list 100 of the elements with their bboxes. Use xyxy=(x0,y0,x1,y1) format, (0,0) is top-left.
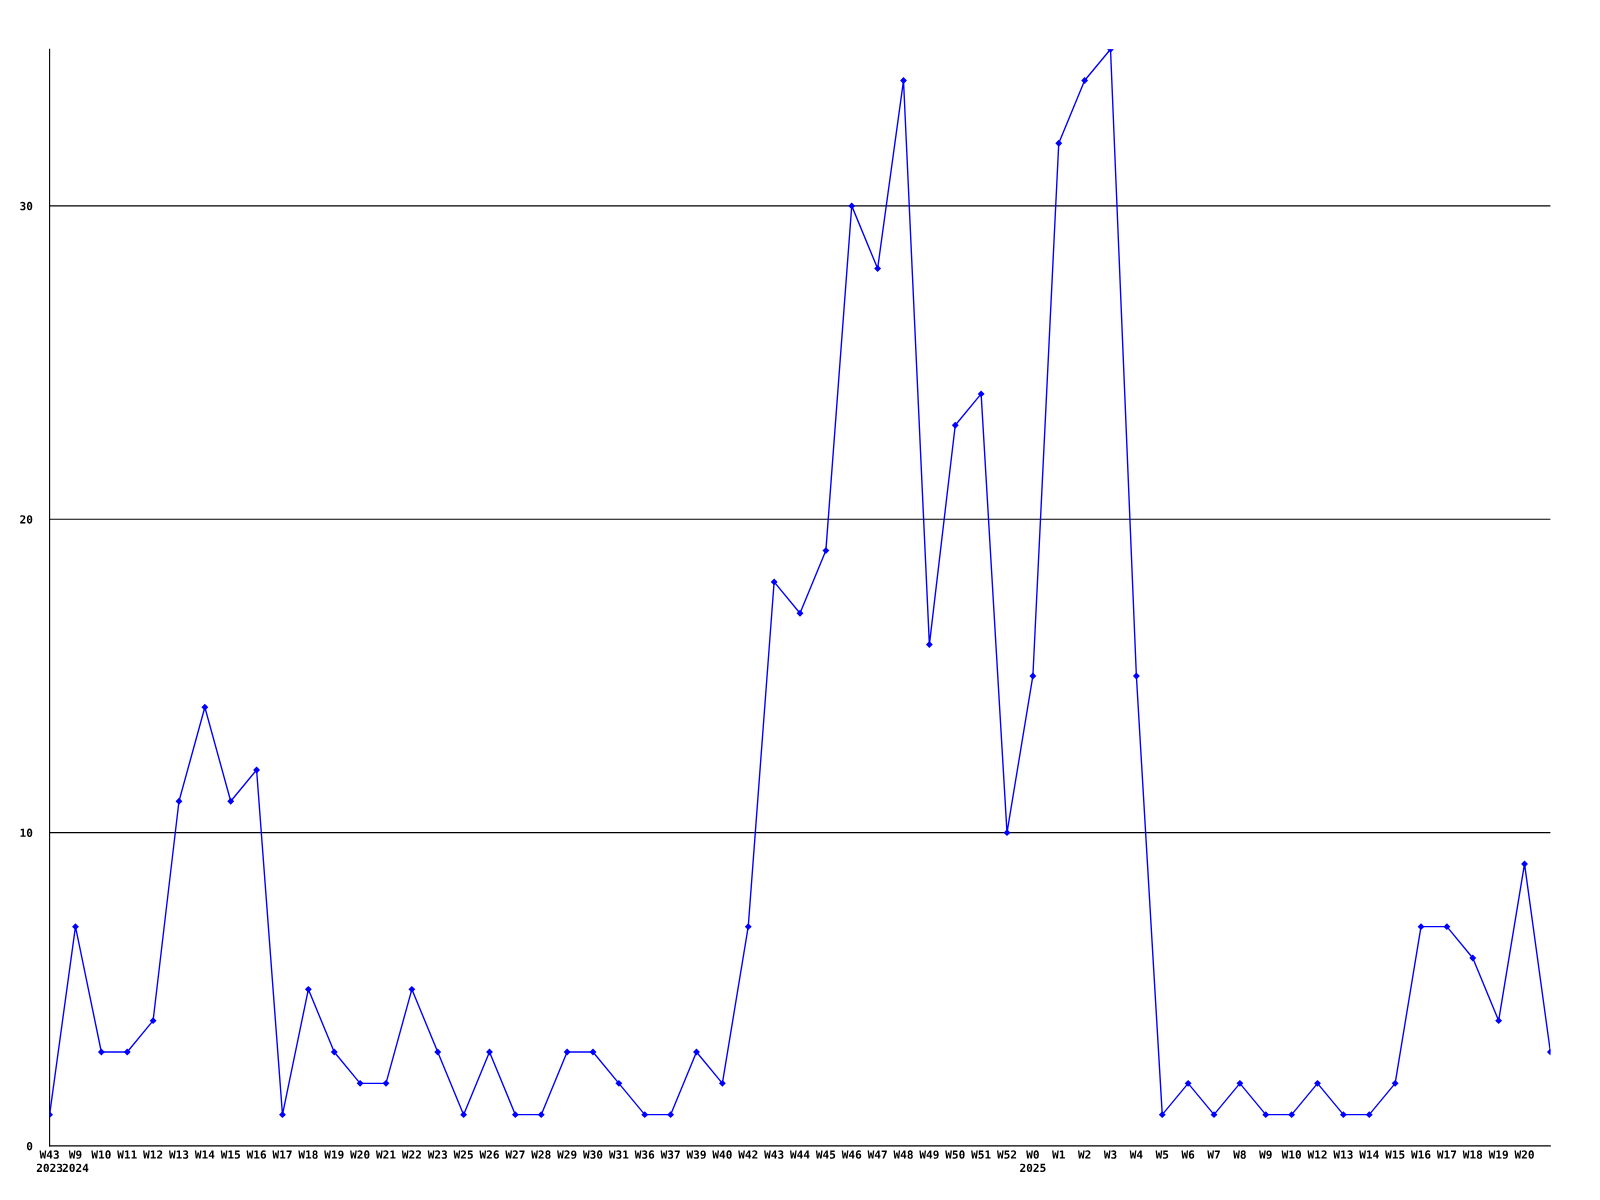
point xyxy=(848,202,855,210)
x-tick-label: W27 xyxy=(505,1150,525,1159)
point xyxy=(589,1048,597,1056)
x-tick-label: W7 xyxy=(1207,1150,1220,1159)
x-tick-label: W44 xyxy=(789,1150,810,1159)
point xyxy=(538,1111,545,1118)
point xyxy=(434,1048,441,1056)
x-tick-label: W29 xyxy=(557,1150,577,1159)
point xyxy=(512,1111,519,1118)
x-tick-label: W20 xyxy=(1514,1150,1534,1159)
point xyxy=(1081,77,1088,84)
point xyxy=(770,578,778,586)
point xyxy=(977,390,985,398)
x-tick-label: W10 xyxy=(1281,1150,1302,1159)
x-tick-label: W21 xyxy=(375,1150,396,1159)
x-tick-label: W18 xyxy=(1462,1150,1483,1159)
point xyxy=(305,986,312,993)
x-tick-label: W16 xyxy=(1410,1150,1431,1159)
x-tick-label: W19 xyxy=(324,1150,344,1159)
point xyxy=(1521,860,1528,868)
point xyxy=(563,1048,571,1056)
point xyxy=(253,766,260,774)
x-tick-label: W42 xyxy=(738,1150,758,1159)
x-tick-label: W1 xyxy=(1052,1150,1065,1159)
x-tick-label: W12 xyxy=(143,1150,163,1159)
point xyxy=(822,547,830,554)
point xyxy=(1469,954,1476,962)
x-tick-label: W17 xyxy=(1436,1150,1457,1159)
x-tick-label: W2 xyxy=(1077,1150,1091,1159)
x-tick-label: W26 xyxy=(479,1150,499,1159)
x-tick-label: W15 xyxy=(220,1150,241,1159)
x-tick-label: W45 xyxy=(815,1150,836,1159)
point xyxy=(1055,140,1062,147)
x-tick-label: W9 xyxy=(1259,1150,1272,1159)
y-tick-label: 30 xyxy=(20,201,33,211)
point xyxy=(719,1080,726,1087)
point xyxy=(796,610,804,617)
x-tick-label: W14 xyxy=(1359,1150,1379,1159)
point xyxy=(1029,672,1037,680)
point xyxy=(72,923,79,930)
x-tick-label: W37 xyxy=(660,1150,680,1159)
y-tick-label: 0 xyxy=(26,1141,33,1151)
point xyxy=(98,1048,105,1056)
x-tick-label: W43 2023 xyxy=(36,1150,63,1173)
point xyxy=(331,1048,338,1056)
point xyxy=(1417,923,1425,930)
point xyxy=(1262,1111,1269,1118)
point xyxy=(1184,1080,1192,1087)
point xyxy=(1288,1111,1295,1118)
x-tick-label: W28 xyxy=(531,1150,551,1159)
x-tick-label: W43 xyxy=(764,1150,784,1159)
x-tick-label: W19 xyxy=(1488,1150,1508,1159)
x-tick-label: W4 xyxy=(1129,1150,1143,1159)
x-tick-label: W48 xyxy=(893,1150,913,1159)
x-tick-label: W49 xyxy=(919,1150,939,1159)
point xyxy=(1314,1080,1321,1087)
x-tick-label: W31 xyxy=(608,1150,629,1159)
x-tick-label: W18 xyxy=(298,1150,318,1159)
point xyxy=(1495,1017,1502,1024)
x-tick-label: W14 xyxy=(194,1150,215,1159)
point xyxy=(201,704,209,711)
point xyxy=(149,1017,157,1024)
x-tick-label: W47 xyxy=(867,1150,887,1159)
y-tick-label: 10 xyxy=(20,828,33,838)
point xyxy=(408,986,416,993)
x-tick-label: W52 xyxy=(996,1150,1017,1159)
x-tick-label: W20 xyxy=(350,1150,370,1159)
point xyxy=(952,422,959,429)
point xyxy=(926,641,933,648)
point xyxy=(124,1048,131,1056)
x-tick-label: W12 xyxy=(1307,1150,1327,1159)
point xyxy=(1003,829,1011,836)
point xyxy=(1366,1111,1373,1118)
x-tick-label: W5 xyxy=(1155,1150,1169,1159)
point xyxy=(1236,1080,1244,1087)
x-tick-label: W6 xyxy=(1181,1150,1195,1159)
point xyxy=(279,1111,286,1118)
x-tick-label: W0 2025 xyxy=(1020,1150,1046,1173)
point xyxy=(615,1080,623,1087)
y-tick-label: 20 xyxy=(20,515,33,524)
x-tick-label: W46 xyxy=(841,1150,862,1159)
point xyxy=(1210,1111,1218,1118)
point xyxy=(1133,672,1140,680)
point xyxy=(460,1111,467,1118)
x-tick-label: W13 xyxy=(168,1150,189,1159)
x-tick-label: W11 xyxy=(117,1150,137,1159)
x-tick-label: W39 xyxy=(686,1150,706,1159)
line-series xyxy=(49,49,1551,1118)
x-tick-label: W17 xyxy=(272,1150,292,1159)
point xyxy=(641,1111,648,1118)
point xyxy=(1391,1080,1399,1087)
point xyxy=(745,923,752,930)
point xyxy=(1340,1111,1347,1118)
point xyxy=(900,77,907,84)
x-tick-label: W10 xyxy=(91,1150,111,1159)
point xyxy=(175,798,183,805)
point xyxy=(1159,1111,1166,1118)
x-tick-label: W36 xyxy=(634,1150,655,1159)
x-tick-label: W40 xyxy=(712,1150,732,1159)
x-tick-label: W13 xyxy=(1333,1150,1353,1159)
